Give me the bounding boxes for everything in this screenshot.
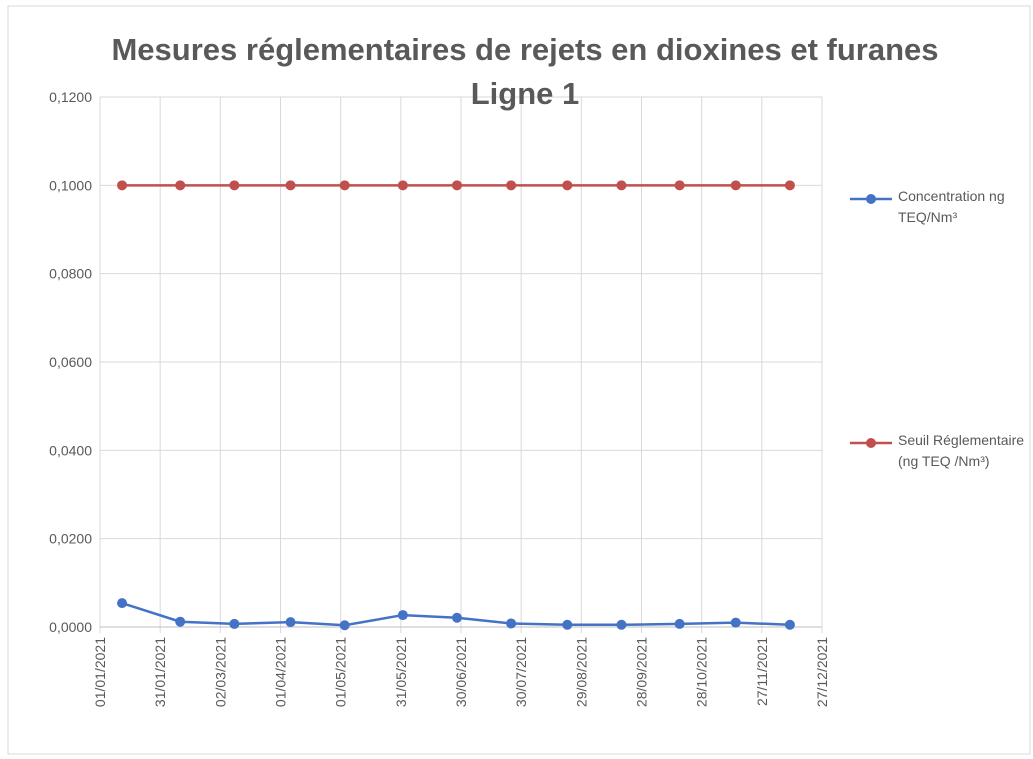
- data-point: [117, 180, 128, 191]
- data-point: [451, 180, 462, 191]
- legend-marker: [866, 194, 876, 204]
- x-tick-label: 01/01/2021: [92, 637, 108, 707]
- y-tick-label: 0,1200: [49, 89, 92, 105]
- y-tick-label: 0,0200: [49, 531, 92, 547]
- y-tick-label: 0,0400: [49, 442, 92, 458]
- x-tick-label: 01/05/2021: [333, 637, 349, 707]
- data-point: [506, 180, 517, 191]
- data-point: [674, 618, 685, 629]
- data-point: [175, 616, 186, 627]
- x-tick-label: 01/04/2021: [273, 637, 289, 707]
- chart-title: Mesures réglementaires de rejets en diox…: [111, 32, 939, 111]
- x-tick-label: 27/12/2021: [814, 637, 830, 707]
- data-point: [117, 598, 128, 609]
- y-tick-label: 0,0600: [49, 354, 92, 370]
- data-point: [229, 618, 240, 629]
- data-point: [784, 180, 795, 191]
- data-point: [285, 617, 296, 628]
- x-tick-label: 02/03/2021: [212, 637, 228, 707]
- data-point: [339, 180, 350, 191]
- y-tick-label: 0,0000: [49, 619, 92, 635]
- legend-marker: [866, 438, 876, 448]
- data-point: [339, 620, 350, 631]
- data-point: [285, 180, 296, 191]
- data-point: [397, 180, 408, 191]
- x-tick-label: 28/09/2021: [634, 637, 650, 707]
- data-point: [562, 619, 573, 630]
- legend-label: Seuil Réglementaire (ng TEQ /Nm³): [898, 432, 1025, 469]
- data-point: [730, 180, 741, 191]
- y-tick-label: 0,1000: [49, 177, 92, 193]
- x-tick-label: 30/07/2021: [513, 637, 529, 707]
- x-tick-label: 30/06/2021: [453, 637, 469, 707]
- data-point: [506, 618, 517, 629]
- chart-border: [7, 5, 1031, 755]
- data-point: [616, 180, 627, 191]
- x-tick-label: 31/01/2021: [152, 637, 168, 707]
- data-point: [175, 180, 186, 191]
- data-point: [730, 617, 741, 628]
- x-tick-label: 31/05/2021: [393, 637, 409, 707]
- data-point: [616, 619, 627, 630]
- data-point: [451, 612, 462, 623]
- x-tick-label: 28/10/2021: [694, 637, 710, 707]
- data-point: [229, 180, 240, 191]
- data-point: [784, 619, 795, 630]
- y-tick-label: 0,0800: [49, 266, 92, 282]
- x-tick-label: 27/11/2021: [754, 637, 770, 706]
- legend-label: Concentration ng TEQ/Nm³: [898, 188, 1005, 225]
- data-point: [562, 180, 573, 191]
- data-point: [674, 180, 685, 191]
- x-tick-label: 29/08/2021: [573, 637, 589, 707]
- data-point: [397, 610, 408, 621]
